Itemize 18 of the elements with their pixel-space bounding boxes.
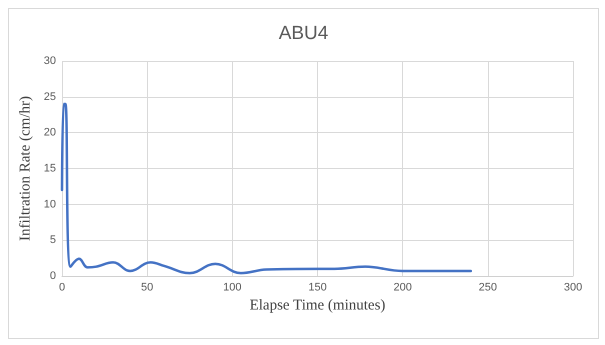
y-tick-label: 5 — [50, 234, 56, 246]
y-tick-label: 15 — [44, 162, 56, 174]
y-tick-label: 30 — [44, 55, 56, 67]
x-tick-label: 200 — [393, 282, 412, 294]
x-tick-label: 250 — [478, 282, 498, 294]
y-tick-label: 20 — [44, 126, 56, 139]
x-tick-label: 300 — [564, 282, 582, 294]
y-tick-label: 10 — [44, 198, 56, 210]
x-tick-label: 150 — [308, 282, 327, 294]
x-axis-title: Elapse Time (minutes) — [250, 298, 386, 314]
x-tick-label: 0 — [58, 282, 66, 294]
y-axis-title: Infiltration Rate (cm/hr) — [17, 96, 34, 241]
y-tick-label: 25 — [44, 90, 56, 103]
line-series — [60, 102, 472, 274]
x-tick-label: 100 — [223, 282, 242, 294]
y-tick-label: 0 — [50, 270, 56, 282]
x-tick-label: 50 — [141, 282, 154, 294]
chart-title: ABU4 — [278, 23, 329, 44]
